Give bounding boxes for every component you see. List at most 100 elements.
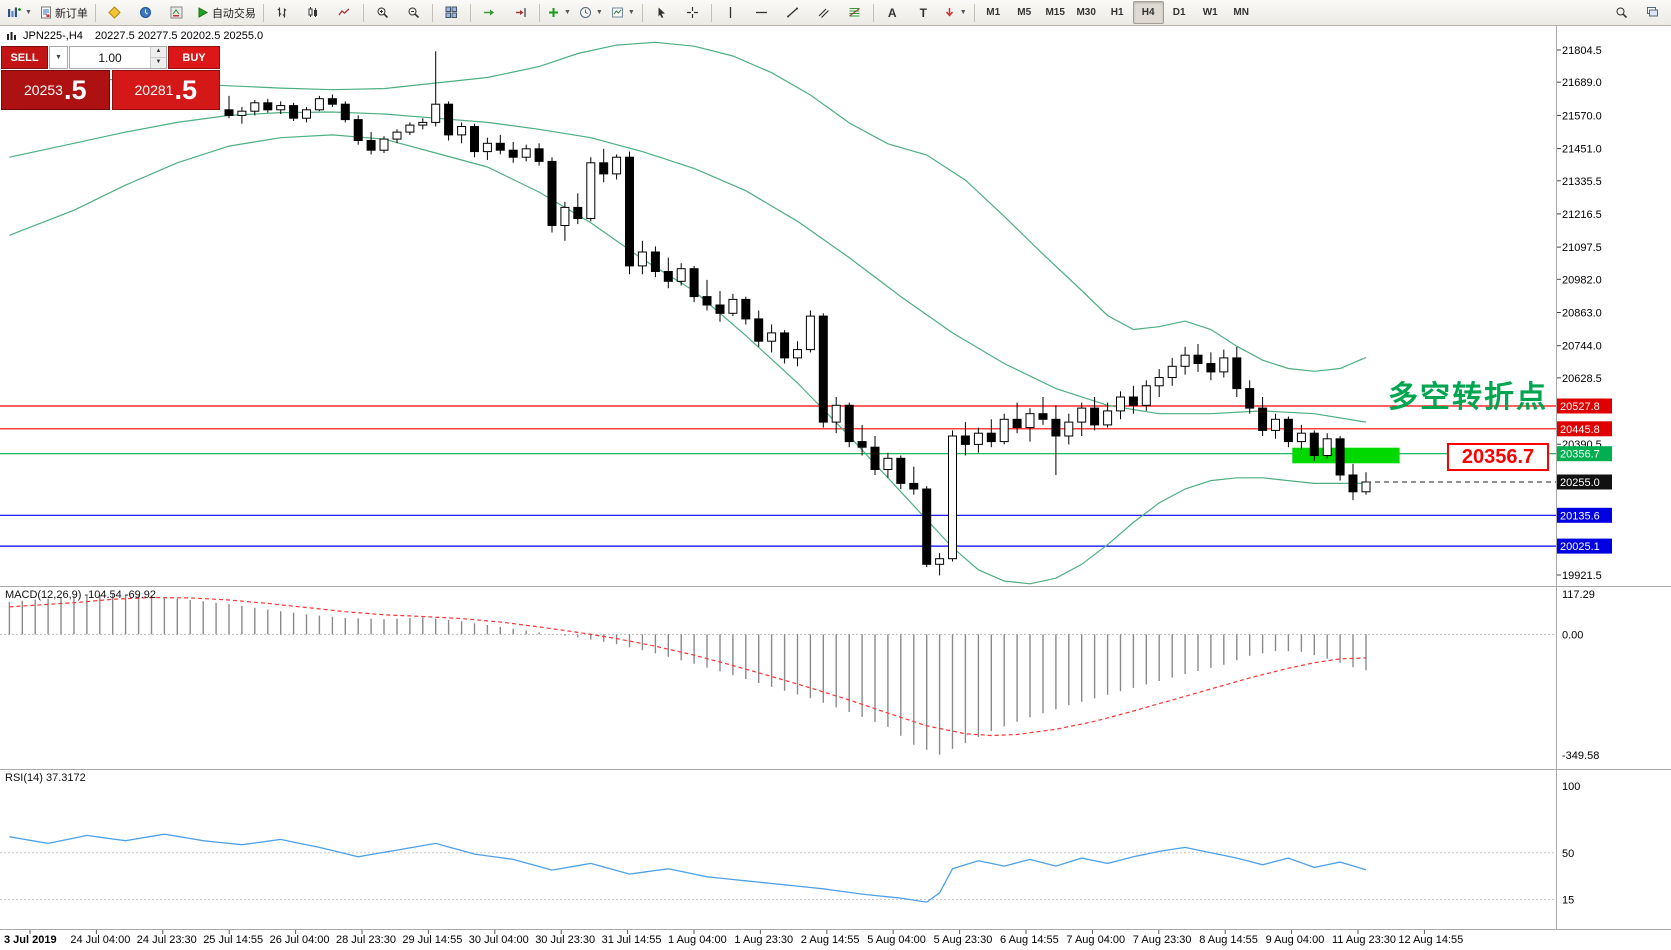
toolbar-separator <box>362 3 364 22</box>
text-label-button[interactable]: T <box>908 1 939 24</box>
horizontal-line-icon <box>755 6 768 19</box>
price-tick-label: 19921.5 <box>1562 570 1602 582</box>
zoom-in-button[interactable] <box>367 1 398 24</box>
sell-button[interactable]: SELL <box>1 46 48 69</box>
candle-body <box>702 296 712 306</box>
trade-panel-controls: SELL ▼ ▲ ▼ BUY <box>1 46 220 69</box>
bar-chart-button[interactable] <box>267 1 298 24</box>
text-label-icon: T <box>919 5 927 20</box>
candle-body <box>431 103 441 123</box>
zoom-out-button[interactable] <box>398 1 429 24</box>
autotrading-button[interactable]: 自动交易 <box>192 1 260 24</box>
volume-input[interactable] <box>70 47 150 68</box>
market-watch-icon <box>139 6 152 19</box>
bollinger-upper-band <box>9 41 1367 372</box>
vertical-line-button[interactable] <box>715 1 746 24</box>
text-button[interactable]: A <box>877 1 908 24</box>
new-order-button[interactable]: 新订单 <box>36 1 92 24</box>
rsi-indicator-label: RSI(14) 37.3172 <box>5 772 86 784</box>
time-tick-label: 24 Jul 23:30 <box>137 934 197 946</box>
candle-body <box>780 332 790 359</box>
price-tick-label: 20744.0 <box>1562 341 1602 353</box>
market-watch-button[interactable] <box>130 1 161 24</box>
time-tick-label: 8 Aug 14:55 <box>1199 934 1258 946</box>
timeframe-label: MN <box>1233 7 1249 18</box>
timeframe-d1-button[interactable]: D1 <box>1164 1 1195 24</box>
chart-shift-button[interactable] <box>505 1 536 24</box>
zoom-out-icon <box>407 6 420 19</box>
macd-scale-label: -349.58 <box>1562 750 1599 762</box>
chevron-down-icon: ▼ <box>595 9 603 16</box>
candle-body <box>741 298 751 320</box>
candle-body <box>418 121 428 126</box>
timeframe-h4-button[interactable]: H4 <box>1132 1 1164 24</box>
timeframe-m1-button[interactable]: M1 <box>978 1 1009 24</box>
templates-button[interactable]: ▼ <box>607 1 639 24</box>
buy-button[interactable]: BUY <box>168 46 220 69</box>
buy-price[interactable]: 20281.5 <box>111 70 220 110</box>
indicators-button[interactable]: ▼ <box>543 1 575 24</box>
highlight-rectangle[interactable] <box>1292 447 1400 464</box>
volume-decrease-button[interactable]: ▼ <box>151 58 166 68</box>
timeframe-mn-button[interactable]: MN <box>1226 1 1257 24</box>
candle-body <box>405 124 415 133</box>
line-chart-button[interactable] <box>329 1 360 24</box>
price-badge-label: 20025.1 <box>1560 541 1600 553</box>
candle-body <box>444 103 454 136</box>
equidistant-channel-button[interactable] <box>808 1 839 24</box>
arrows-button[interactable]: ▼ <box>939 1 971 24</box>
timeframe-m15-button[interactable]: M15 <box>1040 1 1071 24</box>
candle-body <box>314 98 324 111</box>
candle-body <box>805 315 815 351</box>
zoom-in-icon <box>376 6 389 19</box>
tile-windows-button[interactable] <box>436 1 467 24</box>
timeframe-label: M15 <box>1045 7 1065 18</box>
periods-button[interactable]: ▼ <box>575 1 607 24</box>
turning-point-annotation[interactable]: 多空转折点 <box>1388 381 1548 414</box>
strategy-tester-button[interactable] <box>161 1 192 24</box>
candle-body <box>612 156 622 175</box>
timeframe-h1-button[interactable]: H1 <box>1102 1 1133 24</box>
price-level-annotation[interactable]: 20356.7 <box>1447 443 1549 471</box>
window-list-button[interactable] <box>1637 1 1668 24</box>
sell-price[interactable]: 20253.5 <box>1 70 110 110</box>
chart-title: JPN225-,H4 20227.5 20277.5 20202.5 20255… <box>6 30 263 42</box>
candle-body <box>1012 418 1022 429</box>
timeframe-w1-button[interactable]: W1 <box>1195 1 1226 24</box>
macd-axis[interactable]: 117.29 0.00 -349.58 <box>1562 589 1599 762</box>
bollinger-lower-band <box>9 134 1366 585</box>
search-button[interactable] <box>1606 1 1637 24</box>
timeframe-m30-button[interactable]: M30 <box>1071 1 1102 24</box>
time-axis[interactable]: 3 Jul 2019 24 Jul 04:00 24 Jul 23:30 25 Jul… <box>4 930 1463 946</box>
symbol-period-label: JPN225-,H4 <box>23 30 83 42</box>
horizontal-line-button[interactable] <box>746 1 777 24</box>
auto-scroll-button[interactable] <box>474 1 505 24</box>
rsi-scale-label: 50 <box>1562 848 1574 860</box>
candle-body <box>534 148 544 162</box>
volume-stepper: ▲ ▼ <box>150 47 166 68</box>
timeframe-m5-button[interactable]: M5 <box>1009 1 1040 24</box>
rsi-axis[interactable]: 100 50 15 <box>1562 781 1580 907</box>
time-tick-label: 25 Jul 14:55 <box>203 934 263 946</box>
candle-body <box>625 156 634 267</box>
price-axis[interactable]: 21804.5 21689.0 21570.0 21451.0 21335.5 21216… <box>1557 45 1612 582</box>
time-tick-label: 2 Aug 14:55 <box>801 934 860 946</box>
toolbar-separator <box>262 3 264 22</box>
price-badge-label: 20445.8 <box>1560 424 1600 436</box>
new-chart-button[interactable]: ▼ <box>3 1 36 24</box>
trendline-button[interactable] <box>777 1 808 24</box>
autotrading-label: 自动交易 <box>211 7 256 20</box>
timeframe-label: W1 <box>1202 7 1218 18</box>
price-tick-label: 20982.0 <box>1562 274 1602 286</box>
candle-chart-button[interactable] <box>298 1 329 24</box>
volume-increase-button[interactable]: ▲ <box>151 47 166 58</box>
fibonacci-button[interactable] <box>839 1 870 24</box>
order-type-dropdown[interactable]: ▼ <box>49 46 68 69</box>
metaeditor-button[interactable] <box>99 1 130 24</box>
toolbar-separator <box>469 3 471 22</box>
candle-body <box>1103 410 1113 426</box>
candle-body <box>1090 407 1100 426</box>
crosshair-button[interactable] <box>677 1 708 24</box>
cursor-button[interactable] <box>646 1 677 24</box>
